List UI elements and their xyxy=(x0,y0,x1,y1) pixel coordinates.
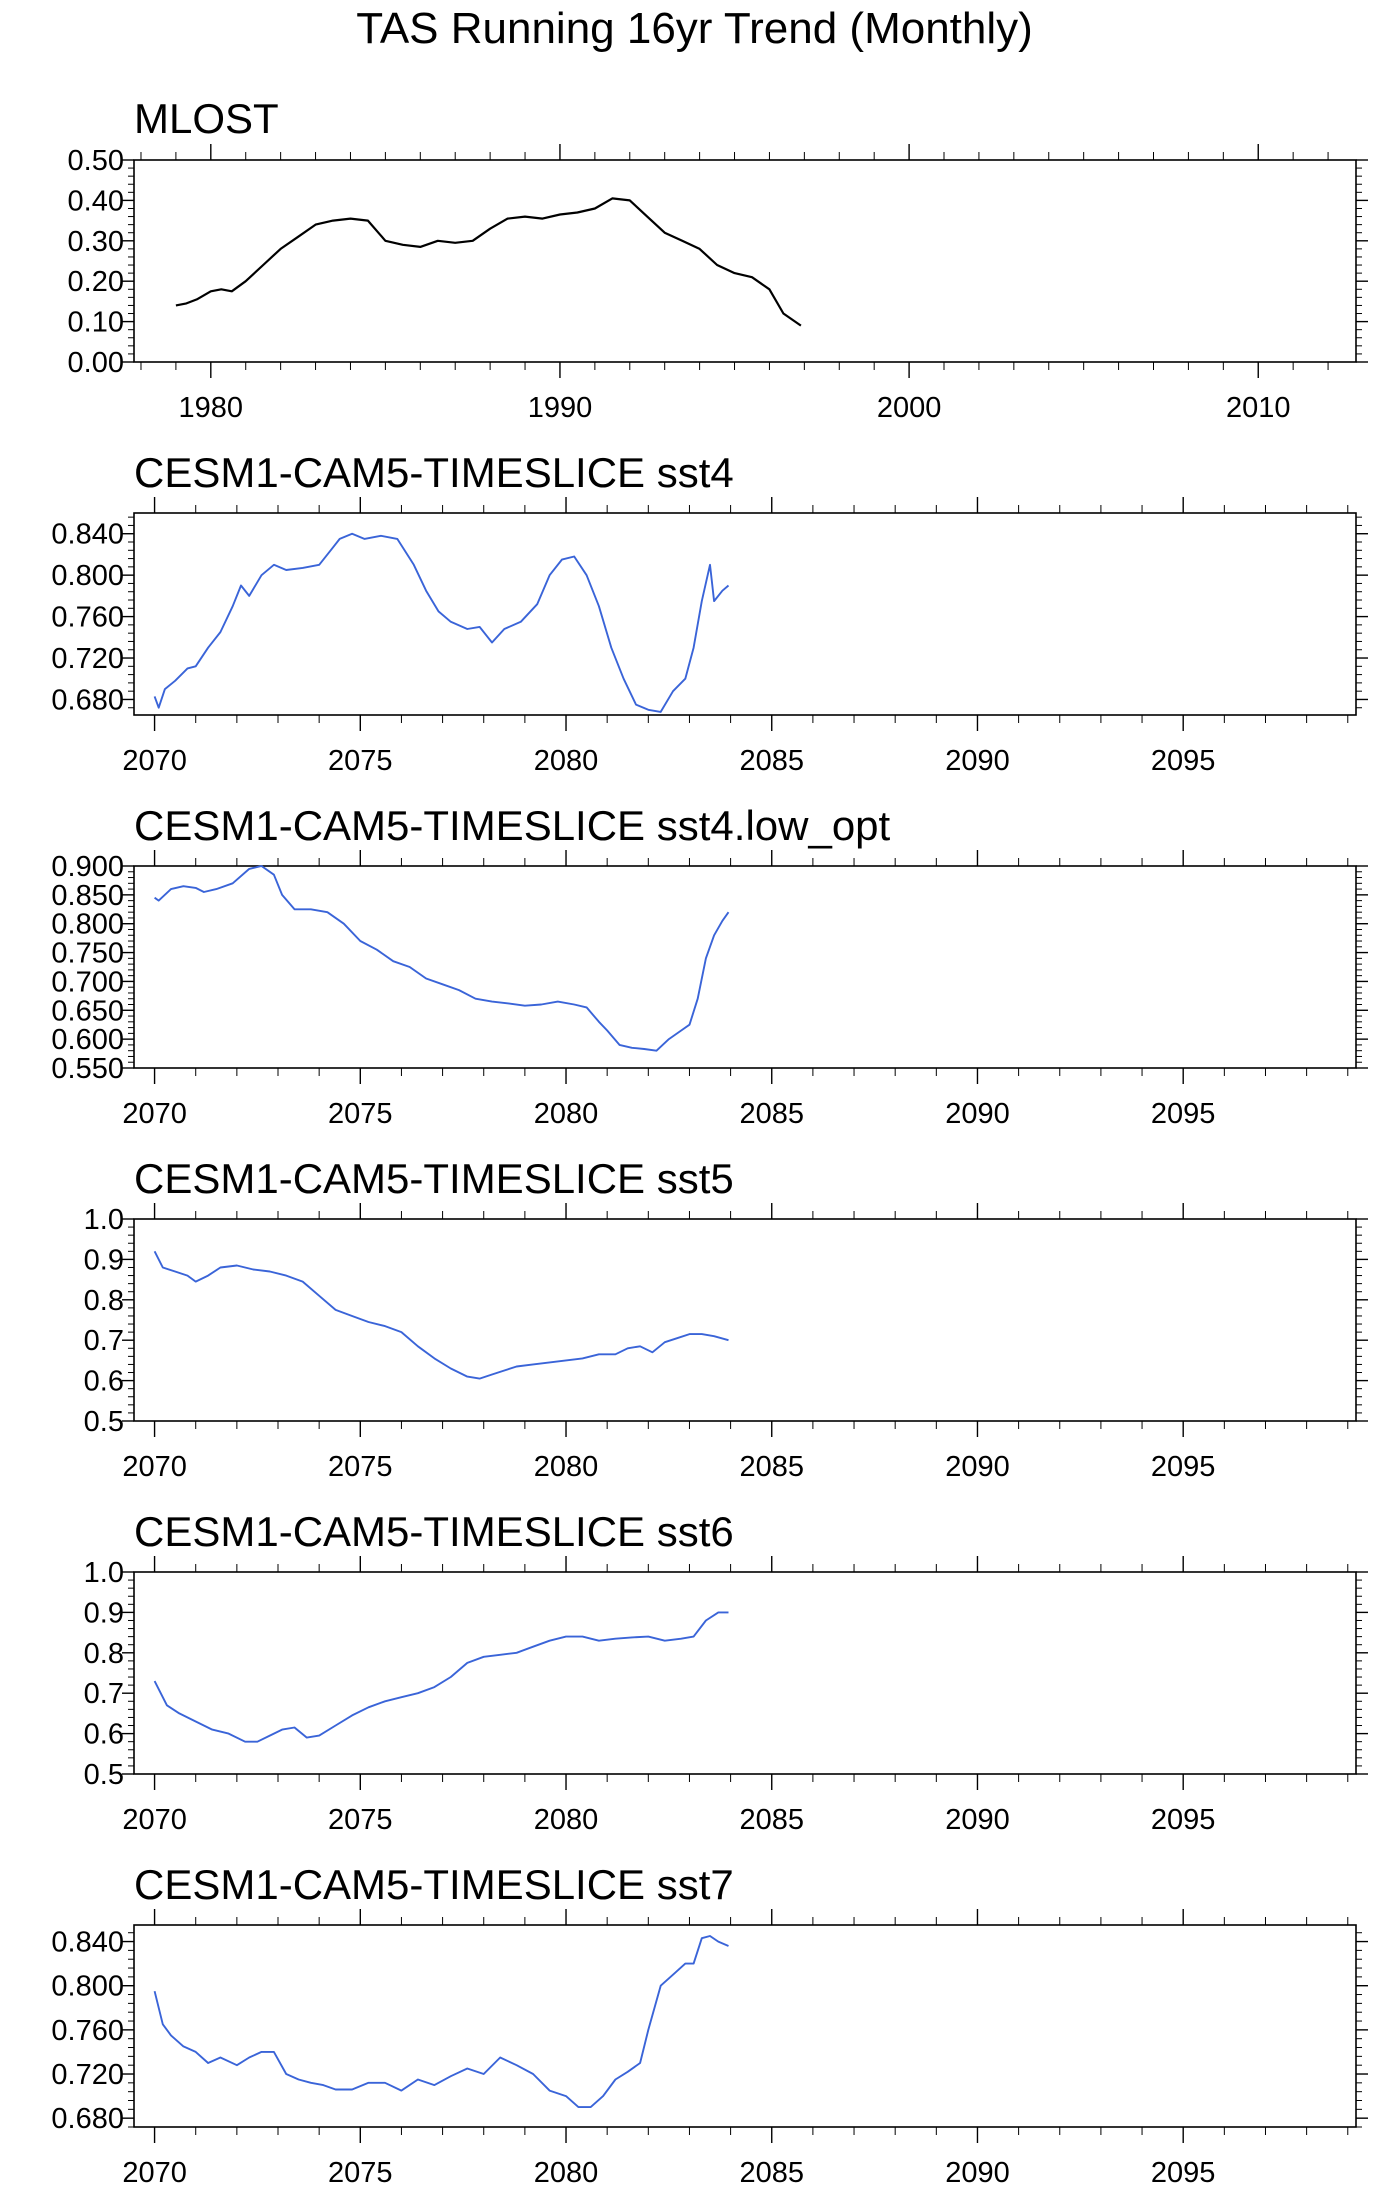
y-tick-label: 0.8 xyxy=(84,1285,124,1317)
plot-frame xyxy=(133,159,1357,363)
y-tick-label: 0.40 xyxy=(68,185,124,217)
y-tick-label: 0.6 xyxy=(84,1719,124,1751)
x-tick-label: 2070 xyxy=(122,745,187,777)
y-tick-label: 0.9 xyxy=(84,1244,124,1276)
x-tick-label: 2090 xyxy=(945,1804,1010,1836)
y-tick-label: 0.750 xyxy=(51,938,124,970)
x-tick-label: 2070 xyxy=(122,1451,187,1483)
x-tick-label: 2080 xyxy=(534,1098,599,1130)
y-tick-label: 0.850 xyxy=(51,880,124,912)
figure-title: TAS Running 16yr Trend (Monthly) xyxy=(356,4,1033,53)
x-tick-label: 2085 xyxy=(739,745,804,777)
x-tick-label: 2095 xyxy=(1151,1804,1216,1836)
y-tick-label: 0.800 xyxy=(51,909,124,941)
series-line-1 xyxy=(153,1250,729,1380)
y-tick-label: 0.10 xyxy=(68,307,124,339)
x-tick-label: 2090 xyxy=(945,2157,1010,2189)
panel-title: MLOST xyxy=(134,95,279,142)
panel-title: CESM1-CAM5-TIMESLICE sst7 xyxy=(134,1861,734,1908)
chart-panel-5: CESM1-CAM5-TIMESLICE sst6 2070 2075 2080 208… xyxy=(84,1508,1368,1836)
y-tick-label: 0.650 xyxy=(51,995,124,1027)
y-tick-label: 0.7 xyxy=(84,1678,124,1710)
panel-title: CESM1-CAM5-TIMESLICE sst4 xyxy=(134,449,734,496)
x-tick-label: 2095 xyxy=(1151,745,1216,777)
plot-frame xyxy=(133,1571,1357,1775)
x-tick-label: 2070 xyxy=(122,1804,187,1836)
panel-title: CESM1-CAM5-TIMESLICE sst6 xyxy=(134,1508,734,1555)
plot-frame xyxy=(133,512,1357,716)
x-tick-label: 2080 xyxy=(534,745,599,777)
y-tick-label: 1.0 xyxy=(84,1204,124,1236)
y-tick-label: 0.720 xyxy=(51,643,124,675)
x-tick-label: 2085 xyxy=(739,1804,804,1836)
x-tick-label: 2070 xyxy=(122,2157,187,2189)
chart-panel-1: MLOST 1980 1990 2000 2010 0.00 0.10 0.20 0.30 0.4… xyxy=(68,95,1368,424)
plot-frame xyxy=(133,1218,1357,1422)
x-tick-label: 2010 xyxy=(1226,392,1291,424)
plot-frame xyxy=(133,865,1357,1069)
y-tick-label: 0.680 xyxy=(51,2103,124,2135)
y-tick-label: 0.720 xyxy=(51,2059,124,2091)
x-tick-label: 2070 xyxy=(122,1098,187,1130)
y-tick-label: 0.8 xyxy=(84,1638,124,1670)
x-tick-label: 2075 xyxy=(328,745,393,777)
y-tick-label: 0.800 xyxy=(51,1971,124,2003)
y-tick-label: 0.700 xyxy=(51,966,124,998)
x-tick-label: 2075 xyxy=(328,1804,393,1836)
x-tick-label: 2075 xyxy=(328,1098,393,1130)
x-tick-label: 2075 xyxy=(328,1451,393,1483)
y-tick-label: 0.840 xyxy=(51,1927,124,1959)
y-tick-label: 0.6 xyxy=(84,1366,124,1398)
series-line-1 xyxy=(175,197,802,327)
series-line-1 xyxy=(153,1611,729,1743)
x-tick-label: 2090 xyxy=(945,745,1010,777)
y-tick-label: 1.0 xyxy=(84,1557,124,1589)
x-tick-label: 2085 xyxy=(739,1098,804,1130)
y-tick-label: 0.840 xyxy=(51,519,124,551)
y-tick-label: 0.7 xyxy=(84,1325,124,1357)
y-tick-label: 0.5 xyxy=(84,1406,124,1438)
y-tick-label: 0.50 xyxy=(68,145,124,177)
chart-panel-6: CESM1-CAM5-TIMESLICE sst7 2070 2075 2080 208… xyxy=(51,1861,1368,2189)
x-tick-label: 2000 xyxy=(877,392,942,424)
x-tick-label: 2090 xyxy=(945,1451,1010,1483)
y-tick-label: 0.760 xyxy=(51,2015,124,2047)
y-tick-label: 0.20 xyxy=(68,266,124,298)
y-tick-label: 0.00 xyxy=(68,347,124,379)
series-line-1 xyxy=(154,865,730,1052)
y-tick-label: 0.900 xyxy=(51,851,124,883)
x-tick-label: 2080 xyxy=(534,2157,599,2189)
y-tick-label: 0.5 xyxy=(84,1759,124,1791)
x-tick-label: 2075 xyxy=(328,2157,393,2189)
y-tick-label: 0.760 xyxy=(51,602,124,634)
x-tick-label: 1990 xyxy=(528,392,593,424)
x-tick-label: 2080 xyxy=(534,1804,599,1836)
x-tick-label: 2085 xyxy=(739,2157,804,2189)
series-line-1 xyxy=(153,1935,729,2109)
panel-title: CESM1-CAM5-TIMESLICE sst5 xyxy=(134,1155,734,1202)
x-tick-label: 2095 xyxy=(1151,1451,1216,1483)
x-tick-label: 2090 xyxy=(945,1098,1010,1130)
chart-panel-2: CESM1-CAM5-TIMESLICE sst4 2070 2075 2080 208… xyxy=(51,449,1368,777)
panel-title: CESM1-CAM5-TIMESLICE sst4.low_opt xyxy=(134,802,891,849)
x-tick-label: 2085 xyxy=(739,1451,804,1483)
chart-panel-4: CESM1-CAM5-TIMESLICE sst5 2070 2075 2080 208… xyxy=(84,1155,1368,1483)
y-tick-label: 0.600 xyxy=(51,1024,124,1056)
plot-frame xyxy=(133,1924,1357,2128)
chart-panel-3: CESM1-CAM5-TIMESLICE sst4.low_opt 2070 207… xyxy=(51,802,1368,1130)
y-tick-label: 0.9 xyxy=(84,1597,124,1629)
series-line-1 xyxy=(153,532,730,713)
x-tick-label: 2095 xyxy=(1151,1098,1216,1130)
x-tick-label: 1980 xyxy=(179,392,244,424)
x-tick-label: 2080 xyxy=(534,1451,599,1483)
x-tick-label: 2095 xyxy=(1151,2157,1216,2189)
y-tick-label: 0.680 xyxy=(51,684,124,716)
y-tick-label: 0.30 xyxy=(68,226,124,258)
y-tick-label: 0.800 xyxy=(51,560,124,592)
y-tick-label: 0.550 xyxy=(51,1053,124,1085)
